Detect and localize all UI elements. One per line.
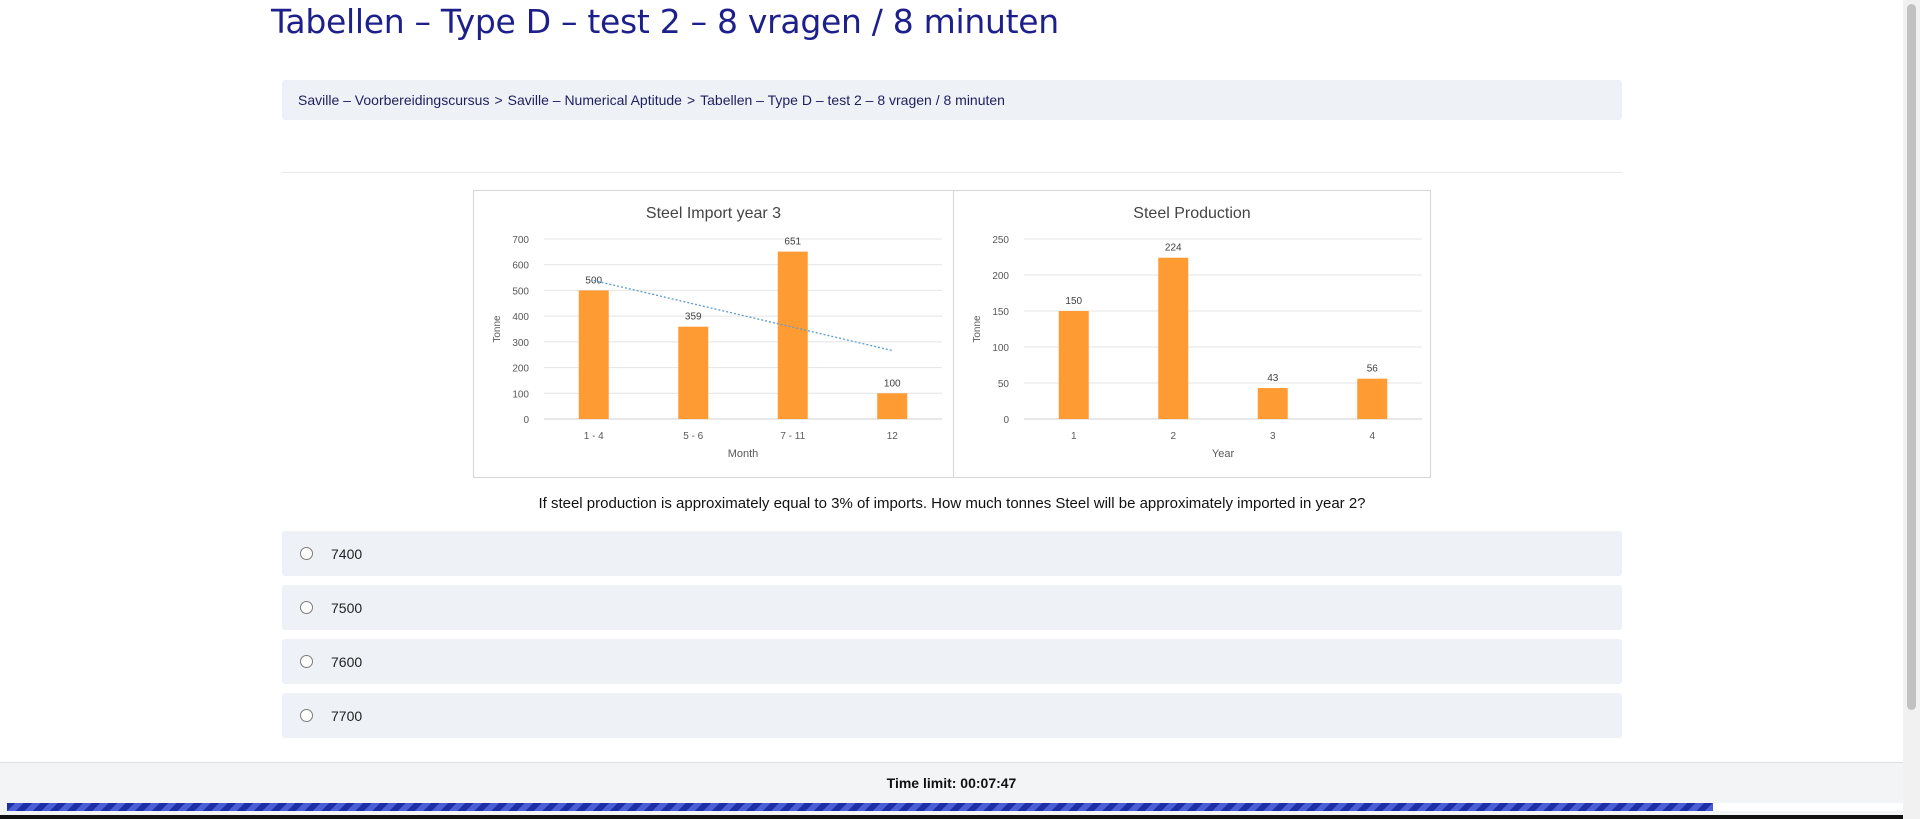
x-tick-label: 3 xyxy=(1270,431,1276,442)
y-tick-label: 150 xyxy=(992,307,1009,318)
breadcrumb-separator: > xyxy=(686,92,696,108)
y-tick-label: 500 xyxy=(512,286,529,297)
bar xyxy=(777,251,808,419)
y-axis-label: Tonne xyxy=(492,315,503,343)
breadcrumb-separator: > xyxy=(494,92,503,108)
bar xyxy=(877,393,908,419)
radio-button[interactable] xyxy=(300,655,313,668)
answer-option-label: 7700 xyxy=(331,707,363,724)
x-tick-label: 4 xyxy=(1369,431,1375,442)
x-tick-label: 1 xyxy=(1071,431,1077,442)
data-label: 359 xyxy=(685,312,702,323)
radio-button[interactable] xyxy=(300,601,313,614)
bar xyxy=(578,290,609,419)
chart-title: Steel Production xyxy=(1133,205,1250,222)
radio-button[interactable] xyxy=(300,709,313,722)
data-label: 56 xyxy=(1367,364,1379,375)
answer-option-1[interactable]: 7400 xyxy=(282,531,1622,576)
y-tick-label: 0 xyxy=(1003,415,1009,426)
y-tick-label: 700 xyxy=(512,235,529,246)
breadcrumb-item-numerical[interactable]: Saville – Numerical Aptitude xyxy=(507,92,682,108)
page-title: Tabellen – Type D – test 2 – 8 vragen / … xyxy=(271,2,1059,41)
y-tick-label: 400 xyxy=(512,312,529,323)
chart-steel-import-svg: Steel Import year 3 0 100 200 300 400 500 600 70… xyxy=(492,205,942,460)
bar xyxy=(1158,257,1189,419)
answer-option-4[interactable]: 7700 xyxy=(282,693,1622,738)
bottom-edge xyxy=(0,815,1920,819)
y-tick-label: 250 xyxy=(992,235,1009,246)
breadcrumb: Saville – Voorbereidingscursus > Saville… xyxy=(282,80,1622,120)
answer-option-label: 7400 xyxy=(331,545,363,562)
y-tick-label: 50 xyxy=(998,379,1010,390)
y-tick-label: 200 xyxy=(992,271,1009,282)
x-tick-label: 7 - 11 xyxy=(780,431,805,442)
bar xyxy=(1058,311,1089,419)
y-tick-label: 200 xyxy=(512,364,529,375)
bar xyxy=(1357,378,1388,419)
question-text: If steel production is approximately equ… xyxy=(538,495,1366,512)
timer-progress-bar xyxy=(7,803,1903,811)
chart-steel-import: Steel Import year 3 0 100 200 300 400 500 600 70… xyxy=(473,190,954,478)
scrollbar-thumb[interactable] xyxy=(1907,4,1916,710)
breadcrumb-item-course[interactable]: Saville – Voorbereidingscursus xyxy=(298,92,490,108)
breadcrumb-item-current: Tabellen – Type D – test 2 – 8 vragen / … xyxy=(700,92,1005,108)
y-tick-label: 0 xyxy=(523,415,529,426)
chart-title: Steel Import year 3 xyxy=(646,205,781,222)
x-tick-label: 5 - 6 xyxy=(683,431,703,442)
data-label: 651 xyxy=(784,237,801,248)
chart-steel-production: Steel Production 0 50 100 150 200 250 Tonne 150 1… xyxy=(953,190,1431,478)
bar xyxy=(678,326,709,419)
y-tick-label: 100 xyxy=(512,389,529,400)
timer-footer: Time limit: 00:07:47 xyxy=(0,762,1903,819)
data-label: 150 xyxy=(1065,296,1082,307)
x-tick-label: 12 xyxy=(887,431,899,442)
data-label: 100 xyxy=(884,378,901,389)
timer-label: Time limit: 00:07:47 xyxy=(886,775,1017,791)
x-axis-label: Month xyxy=(728,448,759,460)
chart-steel-production-svg: Steel Production 0 50 100 150 200 250 Tonne 150 1… xyxy=(972,205,1422,460)
timer-progress-fill xyxy=(7,803,1714,811)
y-tick-label: 600 xyxy=(512,261,529,272)
bar xyxy=(1257,388,1288,419)
answer-option-label: 7500 xyxy=(331,599,363,616)
y-tick-label: 300 xyxy=(512,338,529,349)
x-tick-label: 1 - 4 xyxy=(584,431,604,442)
data-label: 224 xyxy=(1165,243,1182,254)
answer-option-label: 7600 xyxy=(331,653,363,670)
divider xyxy=(282,172,1622,173)
answer-option-3[interactable]: 7600 xyxy=(282,639,1622,684)
x-tick-label: 2 xyxy=(1170,431,1176,442)
answer-option-2[interactable]: 7500 xyxy=(282,585,1622,630)
vertical-scrollbar[interactable] xyxy=(1903,0,1920,819)
data-label: 43 xyxy=(1267,373,1279,384)
x-axis-label: Year xyxy=(1212,448,1235,460)
y-axis-label: Tonne xyxy=(972,315,983,343)
answer-options: 7400 7500 7600 7700 xyxy=(282,531,1622,747)
y-tick-label: 100 xyxy=(992,343,1009,354)
trendline xyxy=(593,279,893,352)
radio-button[interactable] xyxy=(300,547,313,560)
